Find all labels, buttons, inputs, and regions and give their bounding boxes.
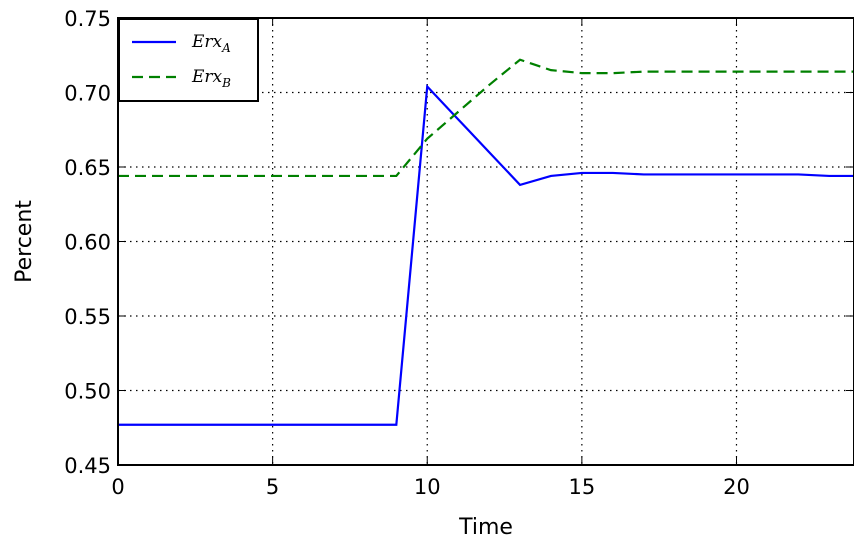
x-tick-label: 15 <box>568 475 595 499</box>
legend-entry-label: ErxB <box>191 67 231 90</box>
y-tick-label: 0.50 <box>64 380 111 404</box>
y-tick-label: 0.65 <box>64 156 111 180</box>
x-tick-label: 20 <box>723 475 750 499</box>
series-layer <box>118 58 854 426</box>
y-tick-label: 0.45 <box>64 454 111 478</box>
legend-entry-label: ErxA <box>191 32 231 55</box>
y-tick-label: 0.60 <box>64 231 111 255</box>
legend-box <box>118 18 259 102</box>
x-axis-label: Time <box>458 515 513 540</box>
legend: ErxA ErxB <box>118 18 259 102</box>
x-tick-label: 0 <box>111 475 124 499</box>
y-tick-label: 0.75 <box>64 7 111 31</box>
y-tick-label: 0.55 <box>64 305 111 329</box>
x-tick-label: 10 <box>414 475 441 499</box>
series-line-b <box>118 58 854 178</box>
axis-ticks: 0 5 10 15 20 0.45 0.50 0.55 0.60 0.65 0.70 0.75 <box>64 7 854 499</box>
series-line-a <box>118 84 854 426</box>
y-tick-label: 0.70 <box>64 82 111 106</box>
y-axis-label: Percent <box>12 200 37 283</box>
x-tick-label: 5 <box>266 475 279 499</box>
